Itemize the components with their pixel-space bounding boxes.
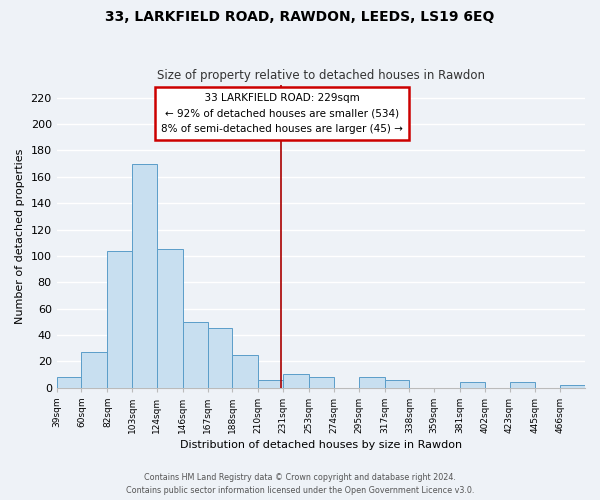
Y-axis label: Number of detached properties: Number of detached properties	[15, 148, 25, 324]
Bar	[509, 382, 535, 388]
Bar	[208, 328, 232, 388]
Bar	[309, 377, 334, 388]
Text: 33 LARKFIELD ROAD: 229sqm  
← 92% of detached houses are smaller (534)
8% of sem: 33 LARKFIELD ROAD: 229sqm ← 92% of detac…	[161, 93, 403, 134]
Bar	[385, 380, 409, 388]
Text: Contains HM Land Registry data © Crown copyright and database right 2024.
Contai: Contains HM Land Registry data © Crown c…	[126, 474, 474, 495]
Bar	[460, 382, 485, 388]
Bar	[107, 250, 132, 388]
Bar	[132, 164, 157, 388]
Text: 33, LARKFIELD ROAD, RAWDON, LEEDS, LS19 6EQ: 33, LARKFIELD ROAD, RAWDON, LEEDS, LS19 …	[106, 10, 494, 24]
Bar	[82, 352, 107, 388]
Bar	[359, 377, 385, 388]
Bar	[283, 374, 309, 388]
Bar	[157, 250, 183, 388]
X-axis label: Distribution of detached houses by size in Rawdon: Distribution of detached houses by size …	[180, 440, 462, 450]
Bar	[183, 322, 208, 388]
Bar	[259, 380, 283, 388]
Bar	[56, 377, 82, 388]
Bar	[232, 354, 259, 388]
Bar	[560, 385, 585, 388]
Title: Size of property relative to detached houses in Rawdon: Size of property relative to detached ho…	[157, 69, 485, 82]
